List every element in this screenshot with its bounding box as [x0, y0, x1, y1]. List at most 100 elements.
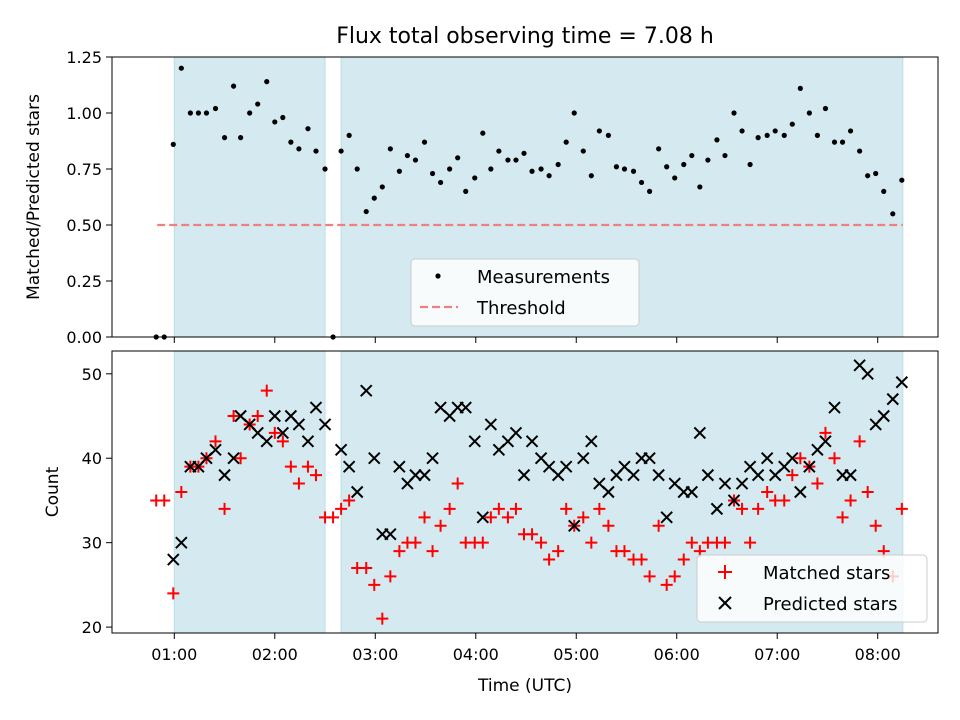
predicted-star-points	[167, 359, 909, 566]
predicted-star-point	[794, 485, 807, 499]
matched-star-point	[167, 587, 180, 600]
matched-star-point	[476, 536, 489, 549]
predicted-star-point	[227, 452, 240, 465]
measurement-point	[313, 148, 319, 154]
measurement-point	[170, 141, 176, 147]
measurement-point	[212, 105, 219, 112]
matched-star-point	[343, 494, 356, 507]
measurement-point	[338, 148, 344, 154]
measurement-point	[513, 157, 519, 163]
matched-star-point	[418, 511, 431, 524]
measurement-point	[178, 65, 184, 71]
top-y-ticks: 0.00 0.25 0.50 0.75 1.00 1.25	[66, 48, 112, 347]
measurement-point	[806, 110, 812, 116]
measurement-point	[396, 168, 402, 174]
measurement-point	[714, 137, 720, 143]
predicted-star-point	[568, 519, 581, 532]
bottom-y-ticks: 20 30 40 50	[82, 365, 112, 637]
predicted-star-point	[209, 443, 222, 456]
measurement-point	[354, 166, 360, 172]
predicted-star-point	[643, 452, 656, 465]
y-tick-label: 0.75	[66, 160, 102, 179]
legend-matched-marker	[718, 565, 732, 579]
predicted-star-point	[318, 418, 332, 431]
top-legend: Measurements Threshold	[410, 258, 640, 327]
y-tick-label: 0.25	[66, 272, 102, 291]
predicted-star-point	[760, 452, 774, 465]
measurement-point	[505, 157, 511, 163]
measurement-point	[764, 132, 770, 138]
matched-star-point	[895, 502, 908, 515]
matched-star-point	[602, 519, 615, 532]
matched-star-point	[618, 545, 631, 558]
legend-threshold-label: Threshold	[476, 298, 566, 319]
matched-star-point	[526, 528, 539, 541]
matched-star-point	[794, 452, 807, 465]
predicted-star-point	[418, 468, 431, 482]
matched-star-point	[218, 502, 231, 515]
predicted-star-point	[384, 528, 397, 541]
measurement-point	[839, 139, 846, 145]
predicted-star-point	[803, 460, 816, 473]
matched-star-point	[577, 511, 590, 524]
measurement-point	[881, 188, 887, 194]
matched-star-point	[718, 536, 731, 549]
matched-star-point	[368, 578, 381, 591]
top-panel: 0.00 0.25 0.50 0.75 1.00 1.25 Matched/Predict…	[24, 48, 939, 347]
predicted-star-point	[268, 409, 281, 423]
measurement-point	[755, 135, 761, 141]
measurement-point	[221, 135, 228, 141]
measurement-point	[421, 139, 428, 145]
bottom-x-ticks: 01:00 02:00 03:00 04:00 05:00 06:00 07:00 08:00	[151, 633, 901, 664]
top-axes-frame	[111, 56, 939, 338]
predicted-star-point	[393, 460, 406, 473]
matched-star-point	[761, 486, 774, 498]
measurement-point	[255, 101, 261, 107]
predicted-star-point	[167, 553, 180, 566]
predicted-star-point	[559, 460, 573, 473]
measurement-point	[731, 110, 737, 116]
predicted-star-point	[895, 376, 909, 389]
x-tick-label: 06:00	[654, 645, 700, 664]
measurement-point	[429, 170, 436, 177]
measurement-point	[772, 128, 778, 134]
measurement-point	[521, 150, 527, 156]
legend-matched-label: Matched stars	[763, 563, 890, 584]
x-tick-label: 01:00	[151, 645, 197, 664]
measurement-point	[747, 161, 753, 168]
y-tick-label: 50	[82, 365, 102, 384]
measurement-point	[705, 157, 711, 163]
matched-star-point	[260, 384, 273, 397]
predicted-star-point	[517, 468, 531, 482]
y-tick-label: 0.50	[66, 216, 102, 235]
predicted-star-point	[360, 384, 373, 397]
measurement-point	[605, 132, 612, 138]
measurement-point	[656, 146, 662, 152]
legend-measurements-label: Measurements	[477, 267, 610, 288]
measurement-point	[187, 110, 193, 116]
matched-star-point	[158, 494, 171, 507]
bottom-y-axis-label: Count	[43, 466, 63, 517]
measurement-point	[847, 128, 854, 134]
measurement-point	[447, 166, 453, 172]
top-x-ticks	[173, 337, 879, 343]
predicted-star-point	[819, 435, 832, 448]
matched-star-point	[819, 426, 832, 439]
legend-predicted-label: Predicted stars	[763, 594, 897, 615]
predicted-star-point	[652, 468, 665, 482]
matched-star-point	[484, 511, 497, 524]
measurement-point	[363, 208, 369, 215]
measurement-point	[831, 139, 838, 145]
matched-star-point	[234, 452, 247, 465]
measurement-point	[789, 121, 795, 127]
measurement-point	[621, 166, 628, 172]
measurement-point	[272, 119, 278, 125]
predicted-star-point	[786, 452, 799, 465]
predicted-star-point	[468, 435, 481, 448]
measurement-point	[638, 179, 645, 186]
measurement-point	[781, 132, 787, 138]
x-tick-label: 07:00	[754, 645, 800, 664]
measurement-point	[689, 152, 695, 159]
matched-star-point	[284, 460, 297, 473]
